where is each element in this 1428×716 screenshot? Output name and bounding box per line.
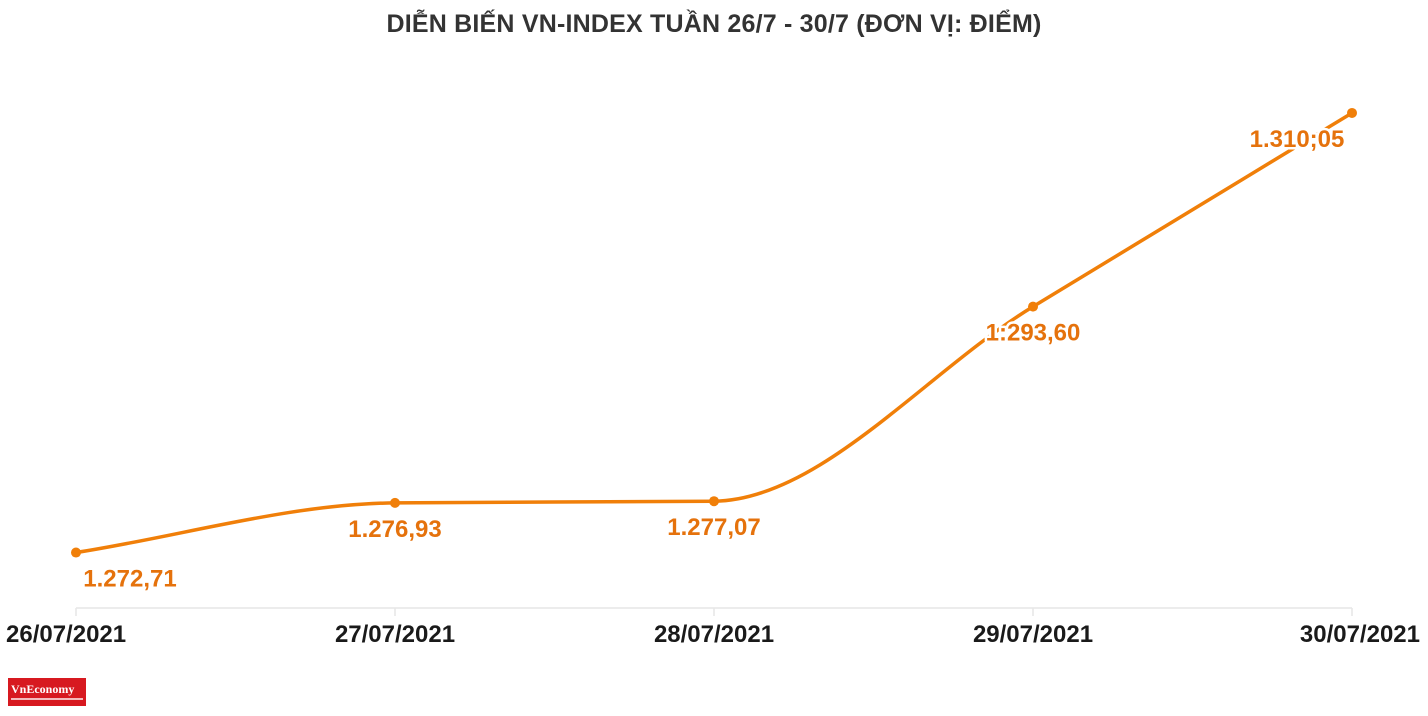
data-point (1028, 302, 1038, 312)
logo-text: VnEconomy (11, 682, 74, 697)
x-axis (76, 608, 1352, 616)
data-point (1347, 108, 1357, 118)
x-tick-labels: 26/07/2021 27/07/2021 28/07/2021 29/07/2021… (6, 621, 1420, 648)
series-line (76, 113, 1352, 553)
logo-underline (11, 698, 83, 700)
series-line-group (76, 113, 1352, 553)
x-tick-label: 26/07/2021 (6, 621, 126, 648)
vneconomy-logo: VnEconomy (8, 678, 86, 706)
data-point (709, 496, 719, 506)
data-points (71, 108, 1357, 558)
data-label: 1.277,07 (667, 514, 760, 541)
x-tick-label: 27/07/2021 (335, 621, 455, 648)
data-label: 1:293,60 (986, 320, 1081, 347)
data-label: 1.310;05 (1250, 126, 1345, 153)
x-tick-label: 30/07/2021 (1300, 621, 1420, 648)
data-point (390, 498, 400, 508)
x-tick-label: 29/07/2021 (973, 621, 1093, 648)
data-labels: 1.272,71 1.276,93 1.277,07 1:293,60 1.310;05 (83, 126, 1344, 593)
data-label: 1.272,71 (83, 566, 176, 593)
data-label: 1.276,93 (348, 516, 441, 543)
x-tick-label: 28/07/2021 (654, 621, 774, 648)
data-point (71, 548, 81, 558)
